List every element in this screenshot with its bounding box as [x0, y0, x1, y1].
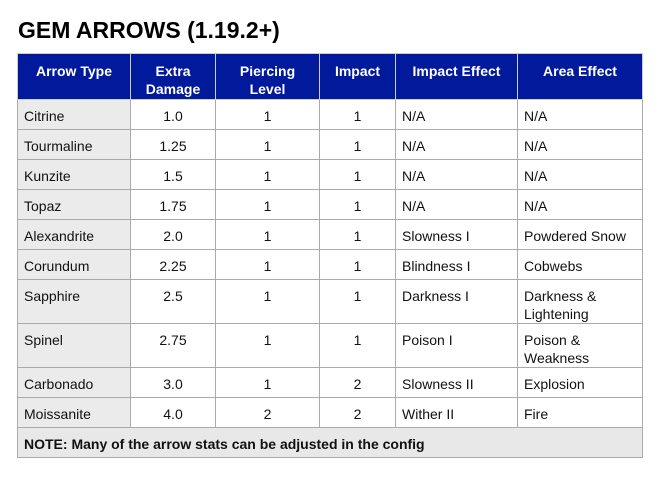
- table-cell: 1.25: [130, 129, 216, 160]
- table-cell: Fire: [517, 397, 643, 428]
- table-cell: N/A: [517, 159, 643, 190]
- table-cell: 1: [319, 189, 396, 220]
- table-cell: Sapphire: [17, 279, 131, 324]
- table-cell: Tourmaline: [17, 129, 131, 160]
- table-cell: N/A: [395, 189, 518, 220]
- table-cell: 1: [319, 279, 396, 324]
- table-cell: 1: [215, 189, 320, 220]
- table-cell: Poison & Weakness: [517, 323, 643, 368]
- table-cell: 2: [319, 367, 396, 398]
- table-cell: Corundum: [17, 249, 131, 280]
- column-header: Piercing Level: [215, 53, 320, 100]
- table-cell: N/A: [517, 189, 643, 220]
- table-cell: Powdered Snow: [517, 219, 643, 250]
- table-cell: 1: [215, 99, 320, 130]
- table-cell: Darkness & Lightening: [517, 279, 643, 324]
- table-row: Kunzite 1.5 1 1 N/A N/A: [17, 159, 643, 190]
- column-header: Impact Effect: [395, 53, 518, 100]
- table-cell: Wither II: [395, 397, 518, 428]
- table-cell: N/A: [517, 129, 643, 160]
- table-cell: N/A: [517, 99, 643, 130]
- table-cell: 4.0: [130, 397, 216, 428]
- table-cell: Poison I: [395, 323, 518, 368]
- column-header: Arrow Type: [17, 53, 131, 100]
- table-cell: 1: [215, 159, 320, 190]
- table-cell: 1: [215, 279, 320, 324]
- table-cell: 1: [215, 129, 320, 160]
- table-cell: Kunzite: [17, 159, 131, 190]
- table-cell: 1: [215, 249, 320, 280]
- table-row: Alexandrite 2.0 1 1 Slowness I Powdered Snow: [17, 219, 643, 250]
- table-cell: 1.0: [130, 99, 216, 130]
- table-row: Corundum 2.25 1 1 Blindness I Cobwebs: [17, 249, 643, 280]
- table-cell: 1: [319, 159, 396, 190]
- table-cell: 1: [319, 249, 396, 280]
- table-cell: 2.0: [130, 219, 216, 250]
- table-cell: 1: [215, 219, 320, 250]
- table-row: Sapphire 2.5 1 1 Darkness I Darkness & Lighte…: [17, 279, 643, 324]
- table-cell: Cobwebs: [517, 249, 643, 280]
- page-title: GEM ARROWS (1.19.2+): [18, 17, 280, 43]
- gem-arrows-table: Arrow Type Extra Damage Piercing Level Impa…: [17, 53, 643, 458]
- table-row: Tourmaline 1.25 1 1 N/A N/A: [17, 129, 643, 160]
- table-row: Carbonado 3.0 1 2 Slowness II Explosion: [17, 367, 643, 398]
- table-cell: Alexandrite: [17, 219, 131, 250]
- table-cell: Citrine: [17, 99, 131, 130]
- table-cell: Blindness I: [395, 249, 518, 280]
- table-cell: 3.0: [130, 367, 216, 398]
- header-row: Arrow Type Extra Damage Piercing Level Impa…: [17, 53, 643, 100]
- table-cell: 2.5: [130, 279, 216, 324]
- table-cell: Slowness I: [395, 219, 518, 250]
- table-cell: 2: [319, 397, 396, 428]
- table-cell: 1.75: [130, 189, 216, 220]
- table-cell: Carbonado: [17, 367, 131, 398]
- table-cell: Spinel: [17, 323, 131, 368]
- table-row: Topaz 1.75 1 1 N/A N/A: [17, 189, 643, 220]
- table-cell: 2.25: [130, 249, 216, 280]
- table-row: Moissanite 4.0 2 2 Wither II Fire: [17, 397, 643, 428]
- table-cell: 2: [215, 397, 320, 428]
- table-cell: 1: [215, 367, 320, 398]
- table-cell: N/A: [395, 99, 518, 130]
- column-header: Area Effect: [517, 53, 643, 100]
- table-cell: Topaz: [17, 189, 131, 220]
- table-cell: N/A: [395, 159, 518, 190]
- table-cell: 1: [319, 99, 396, 130]
- table-cell: 2.75: [130, 323, 216, 368]
- column-header: Impact: [319, 53, 396, 100]
- table-row: Spinel 2.75 1 1 Poison I Poison & Weakness: [17, 323, 643, 368]
- note: NOTE: Many of the arrow stats can be adj…: [17, 427, 643, 458]
- table-cell: 1: [319, 323, 396, 368]
- table-row: Citrine 1.0 1 1 N/A N/A: [17, 99, 643, 130]
- table-cell: Moissanite: [17, 397, 131, 428]
- column-header: Extra Damage: [130, 53, 216, 100]
- table-cell: 1: [319, 129, 396, 160]
- table-cell: N/A: [395, 129, 518, 160]
- table-cell: 1.5: [130, 159, 216, 190]
- table-cell: 1: [319, 219, 396, 250]
- table-cell: Darkness I: [395, 279, 518, 324]
- table-cell: 1: [215, 323, 320, 368]
- table-cell: Explosion: [517, 367, 643, 398]
- table-cell: Slowness II: [395, 367, 518, 398]
